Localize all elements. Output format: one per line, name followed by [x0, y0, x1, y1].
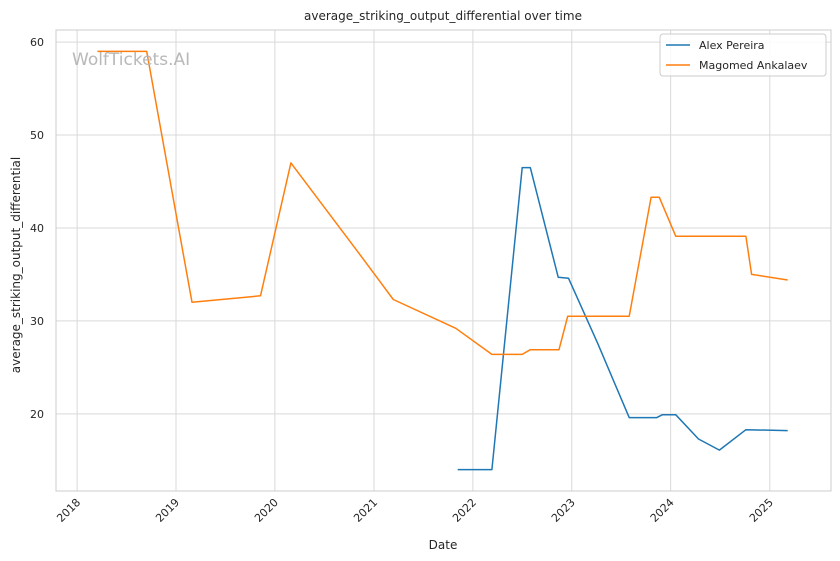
chart-title: average_striking_output_differential ove…	[304, 9, 582, 23]
x-axis-label: Date	[429, 538, 458, 552]
y-tick-label: 60	[30, 36, 44, 49]
y-tick-label: 50	[30, 129, 44, 142]
series-line-magomed-ankalaev	[97, 50, 788, 356]
y-tick-labels: 20 30 40 50 60	[30, 36, 44, 421]
y-tick-label: 20	[30, 408, 44, 421]
legend: Alex Pereira Magomed Ankalaev	[659, 33, 827, 77]
series-line-alex-pereira	[457, 166, 788, 471]
legend-label-magomed-ankalaev: Magomed Ankalaev	[699, 59, 808, 72]
watermark-text: WolfTickets.AI	[72, 50, 190, 70]
legend-box	[659, 33, 827, 77]
y-tick-label: 30	[30, 315, 44, 328]
series-lines	[97, 50, 788, 471]
y-tick-label: 40	[30, 222, 44, 235]
legend-label-alex-pereira: Alex Pereira	[699, 39, 765, 52]
y-axis-label: average_striking_output_differential	[9, 157, 23, 373]
plot-frame	[55, 29, 832, 492]
